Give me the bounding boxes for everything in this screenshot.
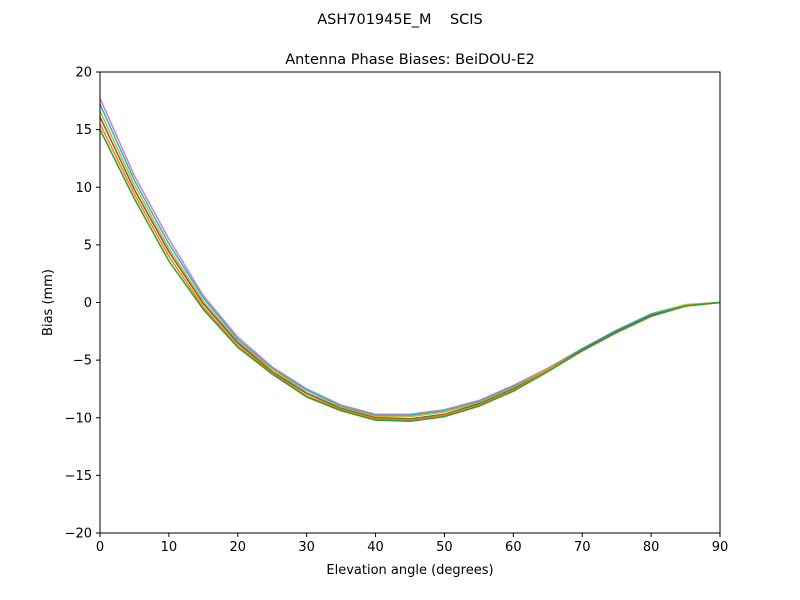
x-tick-label: 30 xyxy=(298,540,315,555)
x-tick-label: 60 xyxy=(505,540,522,555)
chart-suptitle: ASH701945E_M SCIS xyxy=(317,12,483,28)
series-line-2 xyxy=(99,110,721,418)
y-axis-label: Bias (mm) xyxy=(41,269,56,336)
x-tick-label: 70 xyxy=(574,540,591,555)
x-tick-label: 80 xyxy=(643,540,660,555)
series-line-1 xyxy=(99,103,721,417)
x-tick-label: 10 xyxy=(161,540,178,555)
series-line-5 xyxy=(99,129,721,422)
x-tick-label: 90 xyxy=(712,540,729,555)
x-axis: 0 10 20 30 40 50 60 70 80 90 xyxy=(96,533,728,555)
y-tick-label: 10 xyxy=(75,181,92,196)
x-tick-label: 0 xyxy=(96,540,104,555)
x-axis-label: Elevation angle (degrees) xyxy=(326,563,493,578)
y-tick-label: 0 xyxy=(84,296,92,311)
y-tick-label: 15 xyxy=(75,123,92,138)
series-line-3 xyxy=(99,116,721,420)
series-group xyxy=(99,98,721,422)
y-tick-label: −15 xyxy=(65,469,92,484)
series-line-4 xyxy=(99,123,721,421)
series-line-0 xyxy=(99,98,721,416)
x-tick-label: 50 xyxy=(436,540,453,555)
plot-frame xyxy=(99,71,721,534)
y-axis: −20 −15 −10 −5 0 5 10 15 20 xyxy=(65,66,100,542)
y-tick-label: 5 xyxy=(84,238,92,253)
x-tick-label: 20 xyxy=(230,540,247,555)
y-tick-label: 20 xyxy=(75,66,92,81)
x-tick-label: 40 xyxy=(367,540,384,555)
y-tick-label: −5 xyxy=(73,354,92,369)
chart-title: Antenna Phase Biases: BeiDOU-E2 xyxy=(285,52,535,68)
y-tick-label: −10 xyxy=(65,411,92,426)
y-tick-label: −20 xyxy=(65,527,92,542)
